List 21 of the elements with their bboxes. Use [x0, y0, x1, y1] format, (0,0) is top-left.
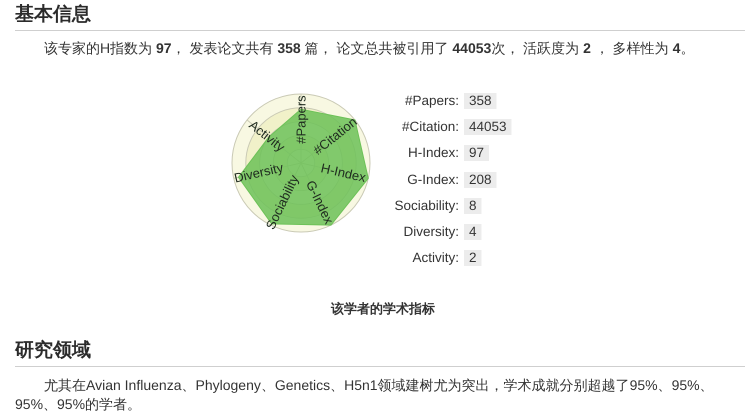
text: 该专家的H指数为 97， 发表论文共有 358 篇， 论文总共被引用了 44053次， 活跃度为 2 ， 多样性为 4。 [44, 40, 694, 56]
text: Activity: [412, 250, 459, 266]
text: 基本信息 [15, 4, 91, 25]
text: G-Index: [407, 172, 459, 187]
text: 尤其在Avian Influenza、Phylogeny、Genetics、H5n1领域建树尤为突出，学术成就分别超越了95%、95%、95%、95%的学者。 [15, 377, 714, 412]
text: 44053 [469, 119, 507, 134]
text: #Papers: [404, 93, 459, 108]
text: 8 [469, 198, 477, 213]
text: #Citation: [402, 119, 459, 134]
text: Diversity: [403, 224, 459, 239]
text: 358 [469, 93, 492, 108]
text: 208 [469, 172, 492, 187]
text: Sociability: [394, 198, 459, 213]
text: 97 [469, 145, 484, 160]
spoke-label: H-Index [320, 160, 368, 186]
text: 研究领域 [15, 340, 91, 361]
text: 该学者的学术指标 [331, 301, 435, 316]
text: 4 [469, 224, 477, 239]
text: H-Index: [408, 145, 459, 160]
text: 2 [469, 250, 477, 266]
spoke-label: #Papers [294, 94, 308, 144]
